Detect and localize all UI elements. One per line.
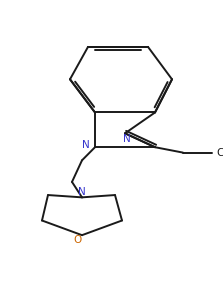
Text: N: N bbox=[82, 140, 90, 150]
Text: N: N bbox=[78, 187, 86, 197]
Text: O: O bbox=[73, 235, 82, 244]
Text: Cl: Cl bbox=[217, 148, 223, 158]
Text: N: N bbox=[123, 134, 131, 144]
